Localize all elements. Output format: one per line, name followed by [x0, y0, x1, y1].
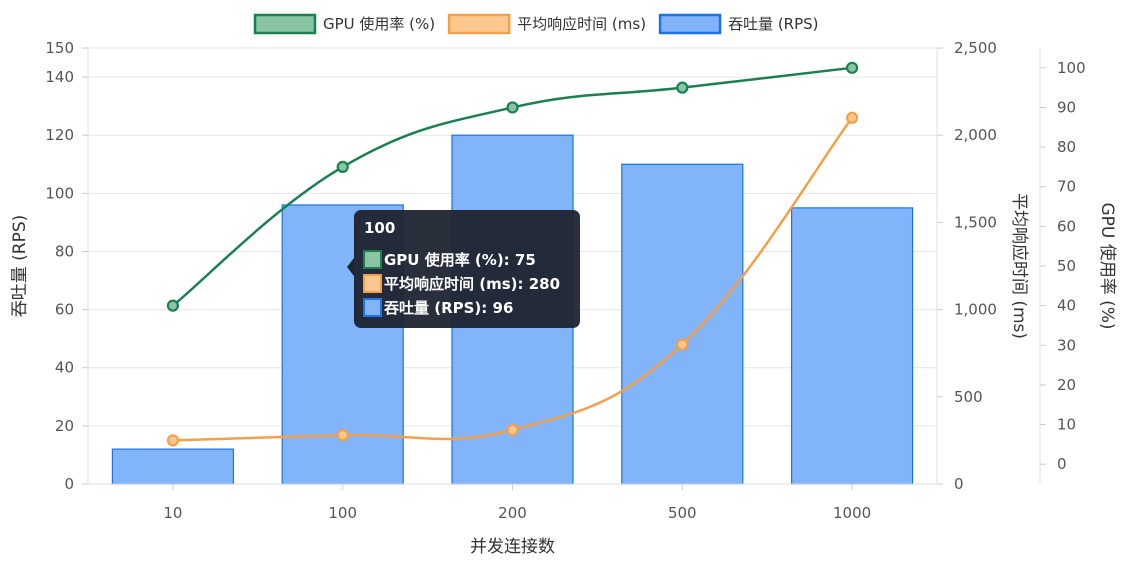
legend-swatch — [658, 13, 722, 35]
gpu-point-10[interactable] — [166, 299, 179, 312]
y-left-tick-label: 0 — [64, 475, 74, 493]
y-right1-tick-label: 0 — [954, 475, 964, 493]
tooltip-item: 平均响应时间 (ms): 280 — [384, 275, 560, 293]
tooltip: 100 GPU 使用率 (%): 75 平均响应时间 (ms): 280 吞吐量 (R… — [347, 210, 580, 328]
y-left-axis-title: 吞吐量 (RPS) — [10, 215, 30, 318]
legend-label: 平均响应时间 (ms) — [517, 15, 646, 33]
tooltip-swatch — [363, 298, 382, 317]
y-right2-tick-label: 50 — [1057, 257, 1076, 275]
gpu-point-1000[interactable] — [845, 61, 859, 74]
x-tick-label: 10 — [163, 504, 182, 522]
y-left-tick-label: 140 — [45, 68, 74, 86]
y-right2-axis-title: GPU 使用率 (%) — [1097, 202, 1118, 329]
y-right2-tick-label: 40 — [1057, 297, 1076, 315]
latency-line — [172, 117, 854, 442]
y-right1-tick-label: 500 — [954, 388, 983, 406]
latency-point-500[interactable] — [676, 338, 689, 351]
tooltip-swatch — [363, 274, 382, 293]
tooltip-caret — [347, 258, 354, 276]
y-right2-tick-label: 10 — [1057, 416, 1076, 434]
y-right2-tick-label: 30 — [1057, 336, 1076, 354]
gpu-point-500[interactable] — [676, 81, 689, 94]
x-tick-label: 1000 — [833, 504, 871, 522]
y-right2-tick-label: 20 — [1057, 376, 1076, 394]
gpu-point-100[interactable] — [336, 160, 349, 174]
legend: GPU 使用率 (%) 平均响应时间 (ms) 吞吐量 (RPS) — [253, 13, 819, 35]
tooltip-box — [354, 210, 580, 328]
tooltip-title: 100 — [364, 219, 395, 237]
bar-500[interactable] — [621, 163, 744, 485]
latency-point-100[interactable] — [336, 429, 349, 442]
x-tick-label: 100 — [328, 504, 357, 522]
gpu-point-200[interactable] — [506, 101, 519, 114]
y-left-tick-label: 60 — [55, 301, 74, 319]
y-left-tick-label: 150 — [45, 39, 74, 57]
latency-point-10[interactable] — [166, 434, 179, 447]
latency-point-200[interactable] — [506, 423, 519, 437]
axes-layer: 02040608010012014015005001,0001,5002,000… — [10, 39, 1118, 557]
legend-item[interactable]: GPU 使用率 (%) — [253, 13, 435, 35]
y-left-tick-label: 80 — [55, 242, 74, 260]
legend-label: GPU 使用率 (%) — [323, 15, 435, 33]
y-right2-tick-label: 70 — [1057, 178, 1076, 196]
y-right2-tick-label: 90 — [1057, 98, 1076, 116]
bar-10[interactable] — [111, 448, 235, 485]
y-left-tick-label: 20 — [55, 417, 74, 435]
x-tick-label: 200 — [498, 504, 527, 522]
legend-label: 吞吐量 (RPS) — [728, 15, 818, 33]
y-left-tick-label: 100 — [45, 184, 74, 202]
latency-point-1000[interactable] — [845, 111, 859, 124]
y-right1-tick-label: 1,500 — [954, 213, 997, 231]
y-right2-tick-label: 0 — [1057, 455, 1067, 473]
lines-layer — [166, 61, 859, 447]
legend-item[interactable]: 平均响应时间 (ms) — [447, 13, 646, 35]
y-right1-tick-label: 2,000 — [954, 126, 997, 144]
y-right1-axis-title: 平均响应时间 (ms) — [1009, 193, 1029, 339]
legend-swatch — [253, 13, 317, 35]
x-tick-label: 500 — [668, 504, 697, 522]
y-right1-tick-label: 2,500 — [954, 39, 997, 57]
x-axis-title: 并发连接数 — [470, 537, 555, 557]
legend-swatch — [447, 13, 511, 35]
y-right2-tick-label: 80 — [1057, 138, 1076, 156]
y-right1-tick-label: 1,000 — [954, 301, 997, 319]
legend-item[interactable]: 吞吐量 (RPS) — [658, 13, 819, 35]
y-left-tick-label: 120 — [45, 126, 74, 144]
y-right2-tick-label: 100 — [1057, 59, 1086, 77]
tooltip-swatch — [363, 250, 382, 269]
tooltip-item: GPU 使用率 (%): 75 — [384, 251, 536, 269]
bar-1000[interactable] — [790, 207, 914, 485]
y-left-tick-label: 40 — [55, 359, 74, 377]
y-right2-tick-label: 60 — [1057, 217, 1076, 235]
tooltip-item: 吞吐量 (RPS): 96 — [383, 299, 513, 317]
